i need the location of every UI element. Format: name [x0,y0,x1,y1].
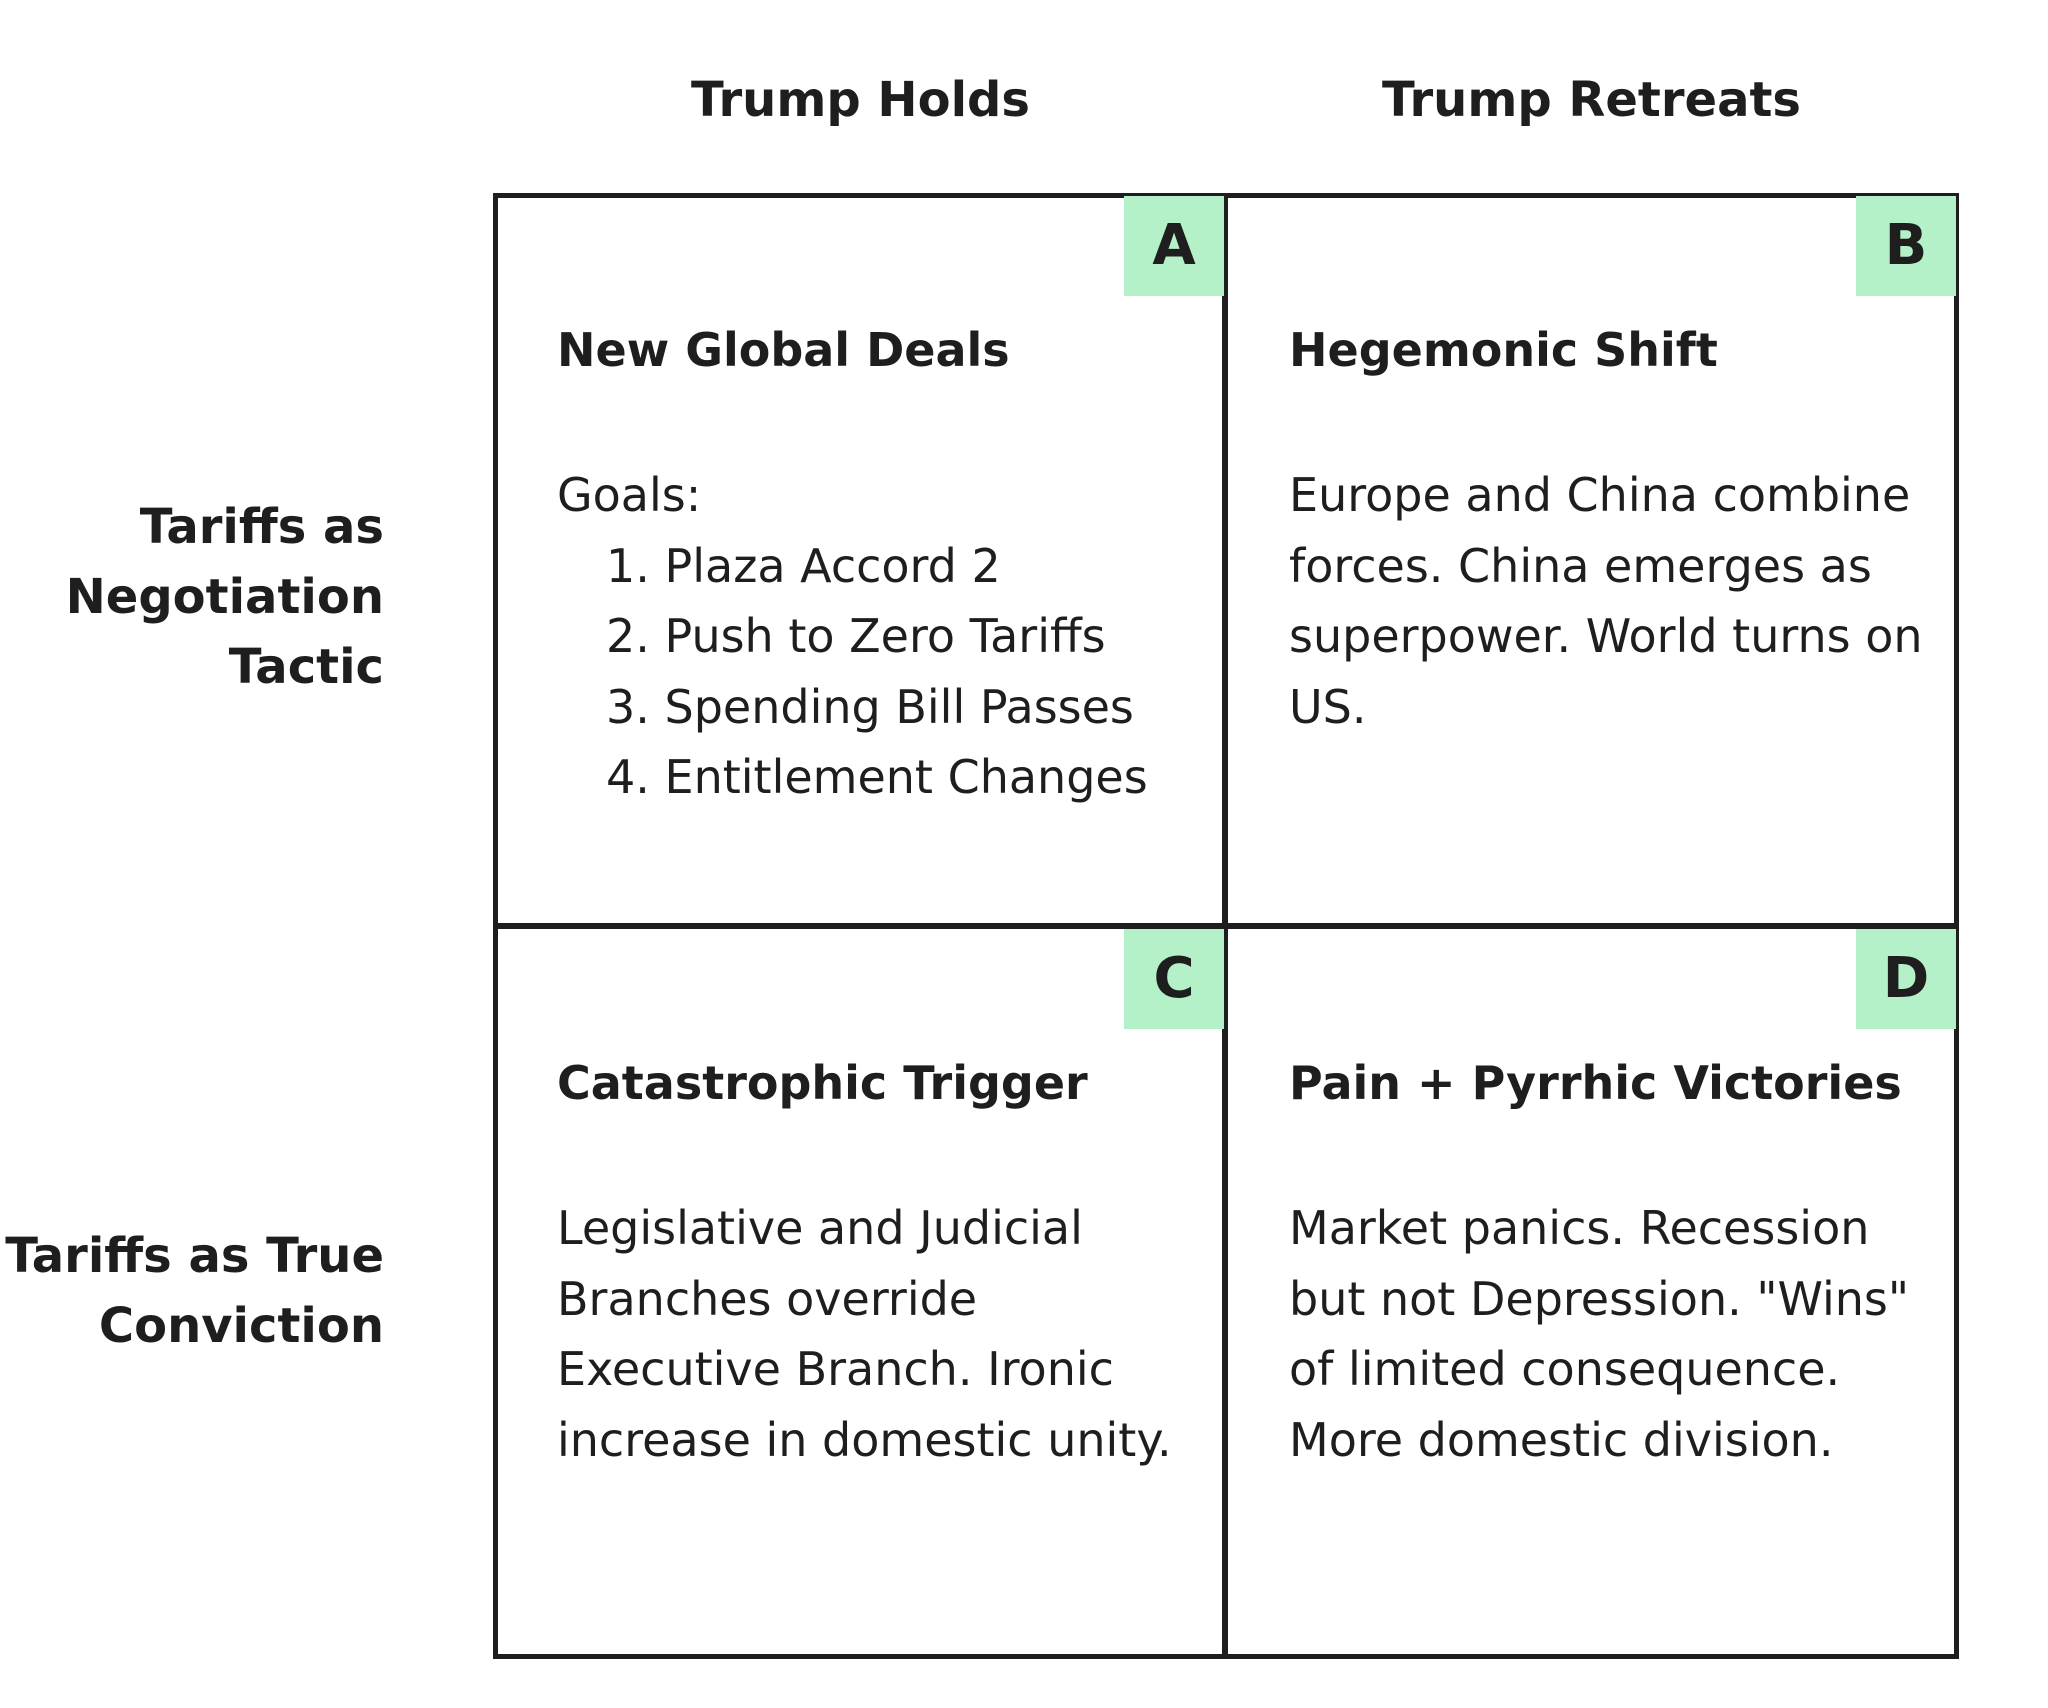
matrix-horizontal-divider [493,923,1959,929]
row-header-negotiation-tactic: Tariffs as Negotiation Tactic [65,499,384,695]
quadrant-b-title: Hegemonic Shift [1289,323,1718,377]
quadrant-a-badge: A [1124,196,1224,296]
goals-list: 1. Plaza Accord 2 2. Push to Zero Tariff… [557,531,1197,813]
goal-item: 2. Push to Zero Tariffs [606,609,1106,663]
row-header-true-conviction: Tariffs as True Conviction [5,1228,384,1354]
quadrant-c-body: Legislative and Judicial Branches overri… [557,1201,1172,1467]
column-header-trump-retreats: Trump Retreats [1382,72,1801,128]
goals-label: Goals: [557,468,702,522]
column-header-trump-holds: Trump Holds [691,72,1030,128]
goal-item: 3. Spending Bill Passes [606,679,1134,734]
quadrant-b-body: Europe and China combine forces. China e… [1289,468,1923,734]
quadrant-b: B Hegemonic Shift Europe and China combi… [1228,196,1956,924]
quadrant-c-title: Catastrophic Trigger [557,1056,1088,1110]
quadrant-b-badge: B [1856,196,1956,296]
quadrant-a: A New Global Deals Goals: 1. Plaza Accor… [496,196,1224,924]
quadrant-a-body: Goals: 1. Plaza Accord 2 2. Push to Zero… [557,460,1197,813]
quadrant-d-badge: D [1856,929,1956,1029]
quadrant-c: C Catastrophic Trigger Legislative and J… [496,929,1224,1657]
goal-item: 4. Entitlement Changes [606,750,1148,804]
quadrant-d: D Pain + Pyrrhic Victories Market panics… [1228,929,1956,1657]
quadrant-c-badge: C [1124,929,1224,1029]
goal-item: 1. Plaza Accord 2 [606,538,1001,593]
quadrant-d-title: Pain + Pyrrhic Victories [1289,1056,1902,1110]
quadrant-a-title: New Global Deals [557,323,1010,377]
quadrant-d-body: Market panics. Recession but not Depress… [1289,1201,1910,1467]
